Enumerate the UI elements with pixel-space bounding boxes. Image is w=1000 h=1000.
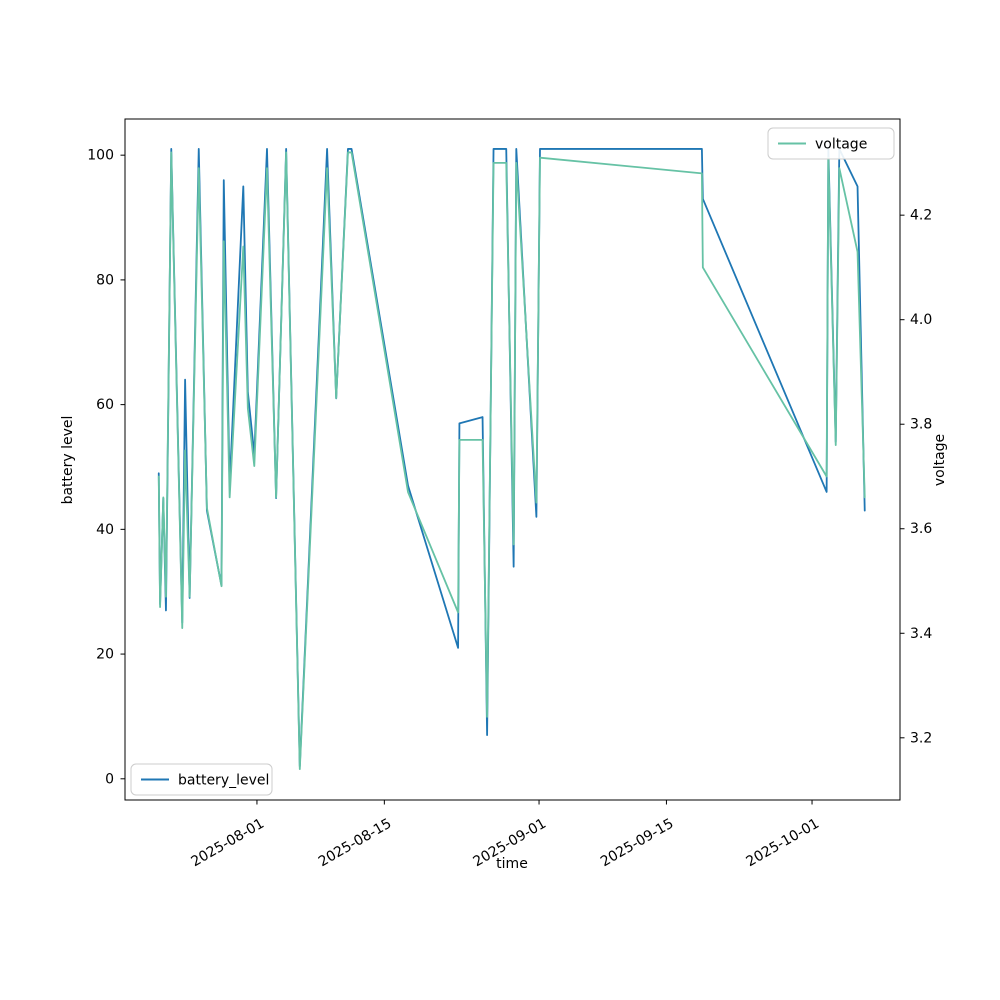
y-right-tick-label: 4.2 bbox=[910, 208, 932, 224]
legend-voltage-label: voltage bbox=[815, 137, 867, 153]
y-right-tick-label: 3.6 bbox=[910, 521, 932, 537]
x-tick-label: 2025-08-01 bbox=[188, 816, 266, 871]
y-axis-label-right: voltage bbox=[932, 434, 948, 486]
legend-voltage-box bbox=[767, 127, 895, 160]
x-axis-label: time bbox=[496, 856, 528, 872]
y-axis-label-left: battery level bbox=[60, 416, 76, 505]
y-left-tick-label: 20 bbox=[96, 647, 114, 663]
y-right-tick-label: 4.0 bbox=[910, 312, 932, 328]
x-tick-label: 2025-09-15 bbox=[598, 816, 676, 871]
series-line-voltage bbox=[157, 151, 866, 771]
legend-battery: battery_level bbox=[130, 763, 273, 796]
legend-voltage: voltage bbox=[767, 127, 895, 160]
y-left-tick-label: 60 bbox=[96, 397, 114, 413]
y-right-tick-label: 3.2 bbox=[910, 730, 932, 746]
x-tick-label: 2025-10-01 bbox=[744, 816, 822, 871]
series-lines bbox=[157, 148, 866, 771]
y-left-tick-label: 80 bbox=[96, 272, 114, 288]
legend-battery-box bbox=[130, 763, 273, 796]
y-left-tick-label: 100 bbox=[87, 148, 114, 164]
y-left-tick-label: 0 bbox=[105, 771, 114, 787]
y-left-tick-label: 40 bbox=[96, 522, 114, 538]
plot-border bbox=[124, 118, 901, 801]
y-axis-right: 3.2 3.4 3.6 3.8 4.0 4.2 bbox=[900, 208, 932, 746]
x-tick-label: 2025-08-15 bbox=[316, 816, 394, 871]
legend-battery-label: battery_level bbox=[178, 773, 269, 789]
y-right-tick-label: 3.4 bbox=[910, 626, 932, 642]
y-right-tick-label: 3.8 bbox=[910, 417, 932, 433]
y-axis-left: 0 20 40 60 80 100 bbox=[87, 148, 125, 787]
